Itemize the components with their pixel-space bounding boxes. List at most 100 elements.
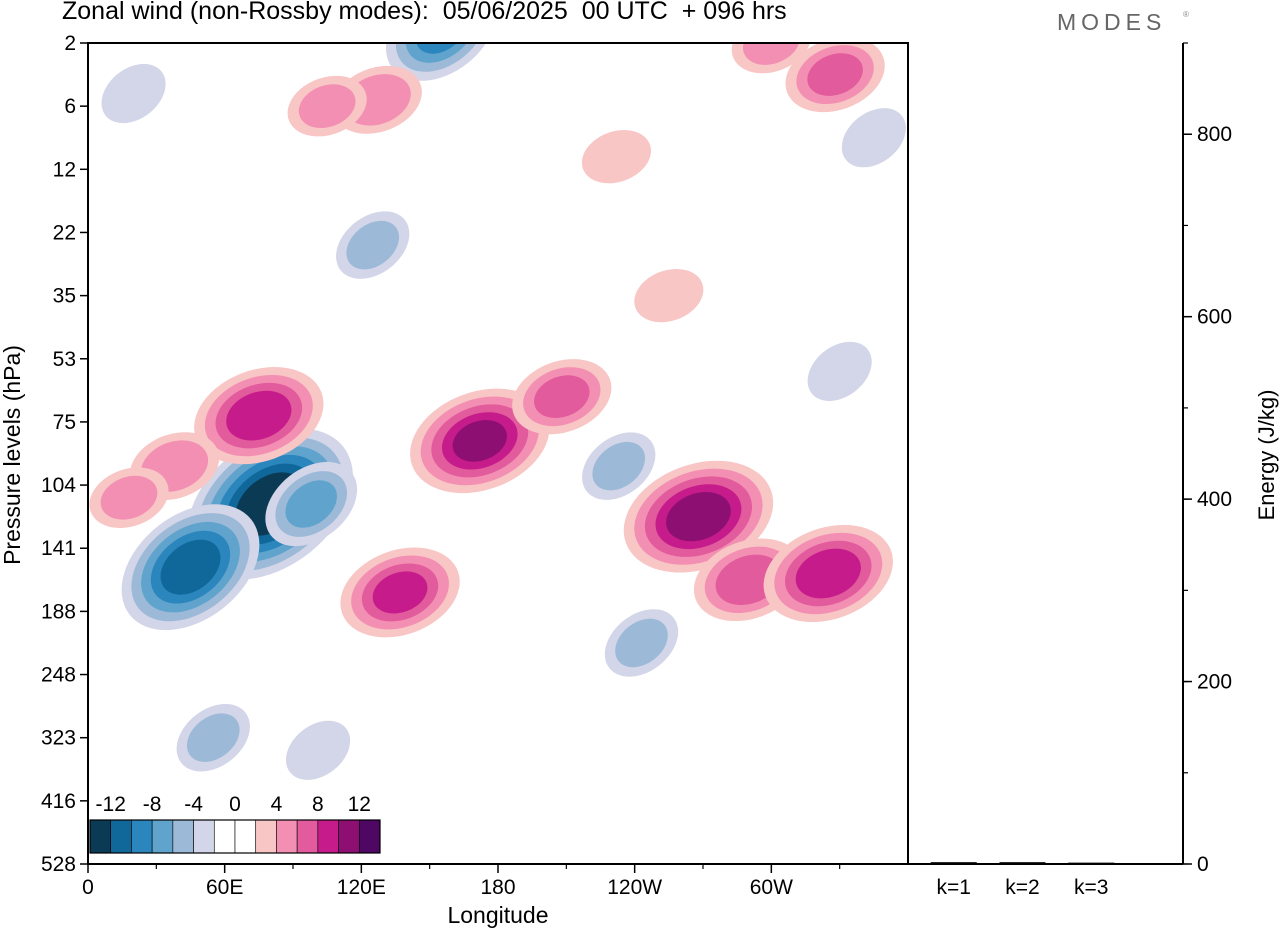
- wind-anomaly-5: [176, 703, 250, 772]
- x-axis-title: Longitude: [447, 902, 548, 928]
- wind-anomaly-19: [581, 130, 651, 184]
- contour-band: [298, 84, 356, 129]
- x-tick-label: 120E: [337, 876, 386, 899]
- wind-anomaly-21: [582, 432, 656, 500]
- y-tick-label: 248: [41, 664, 76, 687]
- energy-tick-label: 800: [1197, 123, 1232, 146]
- y-tick-label: 22: [53, 221, 76, 244]
- colorbar-label: -8: [143, 793, 162, 816]
- colorbar-swatch: [172, 819, 194, 854]
- wind-anomaly-26: [807, 341, 872, 401]
- y-tick-label: 6: [64, 95, 76, 118]
- x-tick-label: 0: [82, 876, 94, 899]
- contour-band: [372, 571, 428, 614]
- chart-title: Zonal wind (non-Rossby modes): 05/06/202…: [62, 0, 787, 25]
- wind-anomaly-22: [604, 609, 679, 677]
- energy-bar-panel: 0 200 400 600 800 k=1 k=2 k=3: [908, 42, 1232, 899]
- wind-anomaly-2: [265, 461, 358, 547]
- contour-band: [452, 420, 507, 462]
- contour-band: [100, 475, 158, 520]
- colorbar-label: 0: [229, 793, 241, 816]
- x-tick-label: 180: [480, 876, 515, 899]
- y-tick-label: 416: [41, 790, 76, 813]
- contour-band: [615, 618, 668, 668]
- colorbar-swatch: [276, 819, 298, 854]
- y-tick-label: 528: [41, 853, 76, 876]
- wind-anomaly-25: [841, 108, 906, 168]
- colorbar-swatch: [193, 819, 215, 854]
- contour-band: [285, 720, 351, 780]
- energy-tick-label: 600: [1197, 306, 1232, 329]
- contour-band: [581, 130, 651, 184]
- y-tick-label: 323: [41, 727, 76, 750]
- x-tick-label: 60E: [206, 876, 243, 899]
- wind-anomaly-3: [385, 43, 497, 81]
- y-tick-label: 104: [41, 474, 76, 497]
- energy-tick-label: 0: [1197, 853, 1209, 876]
- colorbar-label: -12: [96, 793, 126, 816]
- colorbar-frame: [89, 819, 381, 854]
- wind-anomaly-1: [121, 504, 260, 631]
- energy-category-label: k=2: [1005, 876, 1039, 899]
- contour-band: [285, 480, 337, 528]
- contour-band: [666, 492, 731, 542]
- colorbar-swatch: [234, 819, 257, 854]
- colorbar-swatch: [338, 819, 360, 854]
- contour-band: [795, 548, 861, 599]
- y-tick-label: 2: [64, 32, 76, 55]
- energy-tick-label: 400: [1197, 488, 1232, 511]
- wind-anomaly-17: [785, 43, 885, 113]
- energy-tick-label: 200: [1197, 671, 1232, 694]
- colorbar-swatch: [131, 819, 153, 854]
- colorbar-label: 8: [312, 793, 324, 816]
- colorbar: -12 -8 -4 0 4 8 12: [89, 793, 381, 854]
- colorbar-swatch: [110, 819, 132, 854]
- modes-logo: MODES: [1057, 9, 1167, 35]
- energy-bar-k=1: [930, 862, 977, 864]
- wind-anomaly-6: [194, 367, 324, 465]
- energy-bar-k=3: [1068, 862, 1115, 865]
- wind-anomaly-8: [89, 467, 169, 528]
- colorbar-swatch: [255, 819, 277, 854]
- wind-anomaly-24: [101, 63, 166, 124]
- x-tick-label: 120W: [607, 876, 662, 899]
- energy-bar-k=2: [999, 862, 1046, 864]
- colorbar-label: 12: [348, 793, 371, 816]
- registered-mark: ®: [1183, 10, 1189, 19]
- colorbar-swatch: [89, 819, 112, 854]
- colorbar-label: 4: [271, 793, 283, 816]
- wind-anomaly-12: [623, 460, 774, 573]
- colorbar-swatch: [358, 819, 381, 854]
- colorbar-label: -4: [184, 793, 203, 816]
- contour-band: [807, 53, 863, 96]
- colorbar-swatch: [151, 819, 174, 854]
- contour-band: [226, 390, 292, 441]
- y-tick-label: 53: [53, 348, 76, 371]
- x-tick-label: 60W: [750, 876, 793, 899]
- colorbar-swatch: [317, 819, 339, 854]
- wind-anomaly-20: [634, 268, 704, 323]
- y-tick-label: 35: [53, 285, 76, 308]
- zonal-wind-contours: [89, 43, 906, 780]
- contour-band: [807, 341, 872, 401]
- y-tick-label: 141: [41, 537, 76, 560]
- wind-anomaly-23: [285, 720, 351, 780]
- wind-anomaly-16: [287, 75, 367, 137]
- contour-band: [160, 539, 221, 595]
- contour-band: [634, 268, 704, 323]
- contour-band: [186, 713, 240, 762]
- energy-category-label: k=1: [937, 876, 971, 899]
- contour-band: [592, 441, 646, 491]
- y-tick-label: 188: [41, 600, 76, 623]
- colorbar-swatch: [296, 819, 319, 854]
- wind-anomaly-9: [340, 547, 460, 638]
- wind-anomaly-4: [336, 211, 410, 279]
- contour-band: [346, 220, 400, 270]
- contour-band: [841, 108, 906, 168]
- colorbar-swatch: [213, 819, 236, 854]
- wind-anomaly-11: [512, 359, 612, 435]
- y-axis-title: Pressure levels (hPa): [0, 345, 25, 565]
- wind-anomaly-14: [763, 524, 893, 623]
